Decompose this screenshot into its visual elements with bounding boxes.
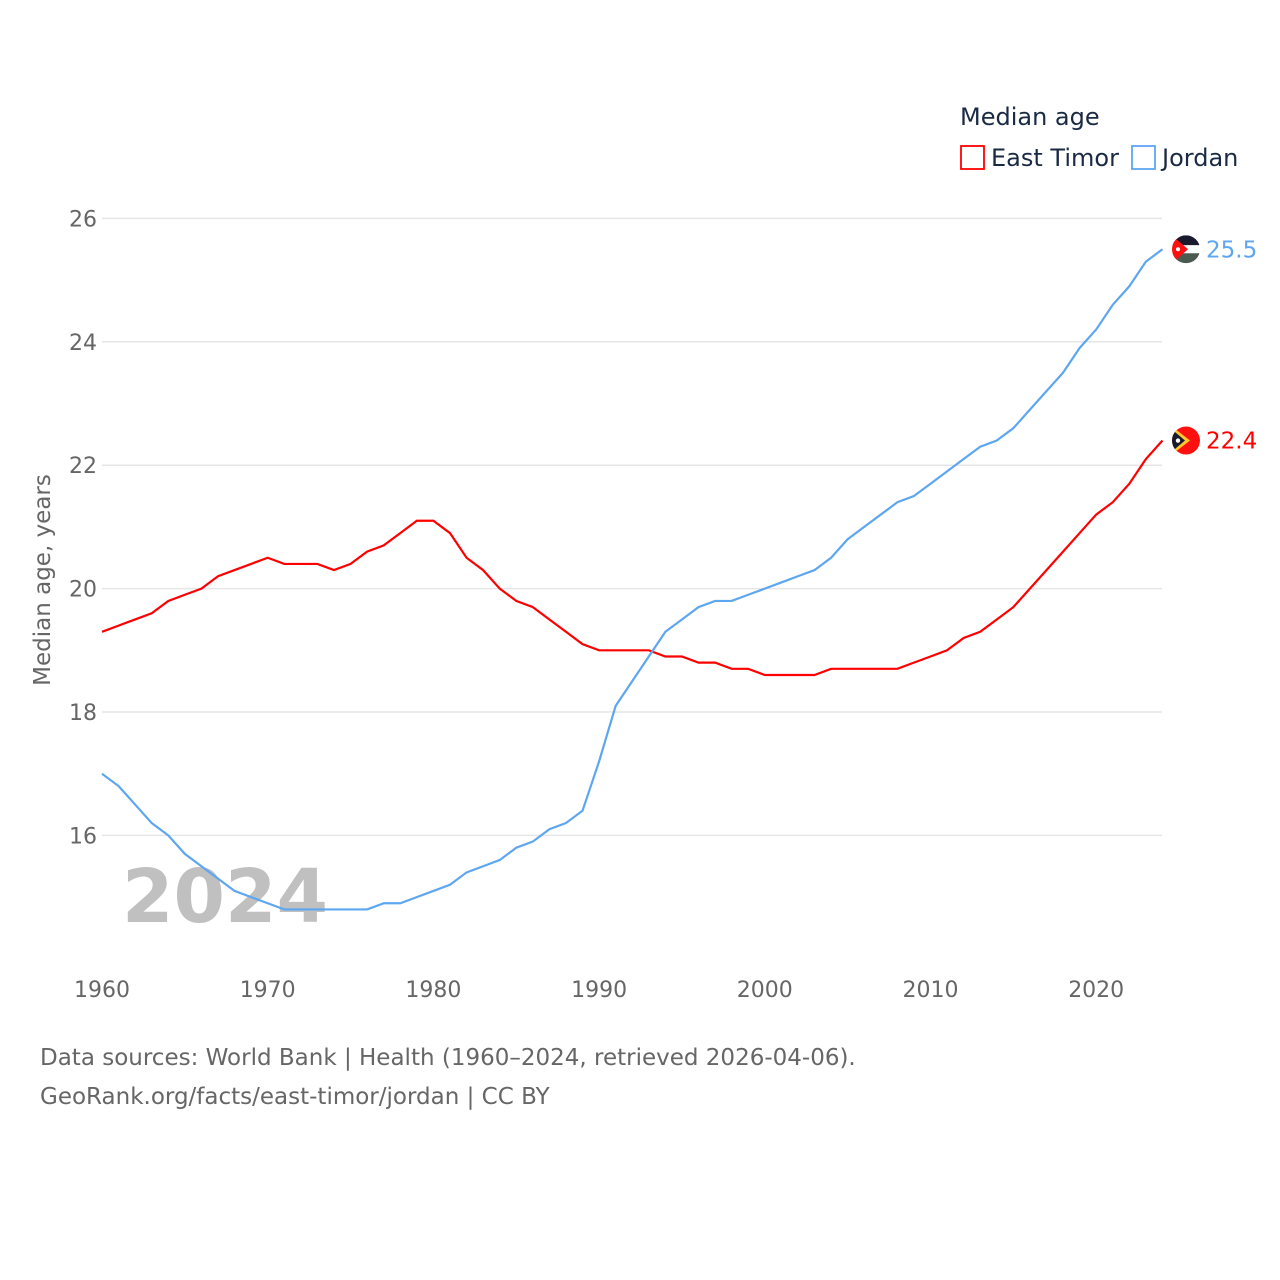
legend-label[interactable]: Jordan — [1160, 144, 1238, 172]
x-tick-label: 1960 — [74, 978, 130, 1003]
y-tick-label: 26 — [69, 207, 97, 232]
series-lines: 22.4 25.5 — [101, 237, 1257, 911]
end-markers — [1172, 235, 1200, 455]
east-timor-flag-icon — [1172, 426, 1200, 455]
x-axis-ticks: 1960 1970 1980 1990 2000 2010 2020 — [74, 978, 1124, 1003]
gridlines — [102, 217, 1162, 837]
y-tick-label: 22 — [69, 454, 97, 479]
data-sources-text: Data sources: World Bank | Health (1960–… — [40, 1045, 856, 1071]
y-tick-label: 18 — [69, 701, 97, 726]
y-axis-ticks: 16 18 20 22 24 26 — [69, 207, 97, 849]
legend-swatch[interactable] — [1131, 145, 1156, 170]
legend-title: Median age — [960, 103, 1100, 131]
y-tick-label: 24 — [69, 331, 97, 356]
y-axis-label: Median age, years — [30, 474, 56, 686]
legend-label[interactable]: East Timor — [991, 144, 1119, 172]
end-value-label: 25.5 — [1206, 237, 1257, 263]
end-value-label: 22.4 — [1206, 429, 1257, 455]
x-tick-label: 2000 — [737, 978, 793, 1003]
jordan-flag-icon — [1172, 235, 1200, 264]
y-tick-label: 16 — [69, 824, 97, 849]
y-tick-label: 20 — [69, 578, 97, 603]
series-line-jordan — [101, 248, 1164, 911]
x-tick-label: 2020 — [1068, 978, 1124, 1003]
x-tick-label: 1980 — [405, 978, 461, 1003]
x-tick-label: 2010 — [903, 978, 959, 1003]
legend-swatch[interactable] — [960, 145, 985, 170]
series-line-east-timor — [101, 439, 1164, 677]
source-link-text[interactable]: GeoRank.org/facts/east-timor/jordan | CC… — [40, 1084, 550, 1110]
year-watermark: 2024 — [122, 854, 328, 940]
x-tick-label: 1970 — [240, 978, 296, 1003]
x-tick-label: 1990 — [571, 978, 627, 1003]
legend: East Timor Jordan — [960, 144, 1238, 172]
